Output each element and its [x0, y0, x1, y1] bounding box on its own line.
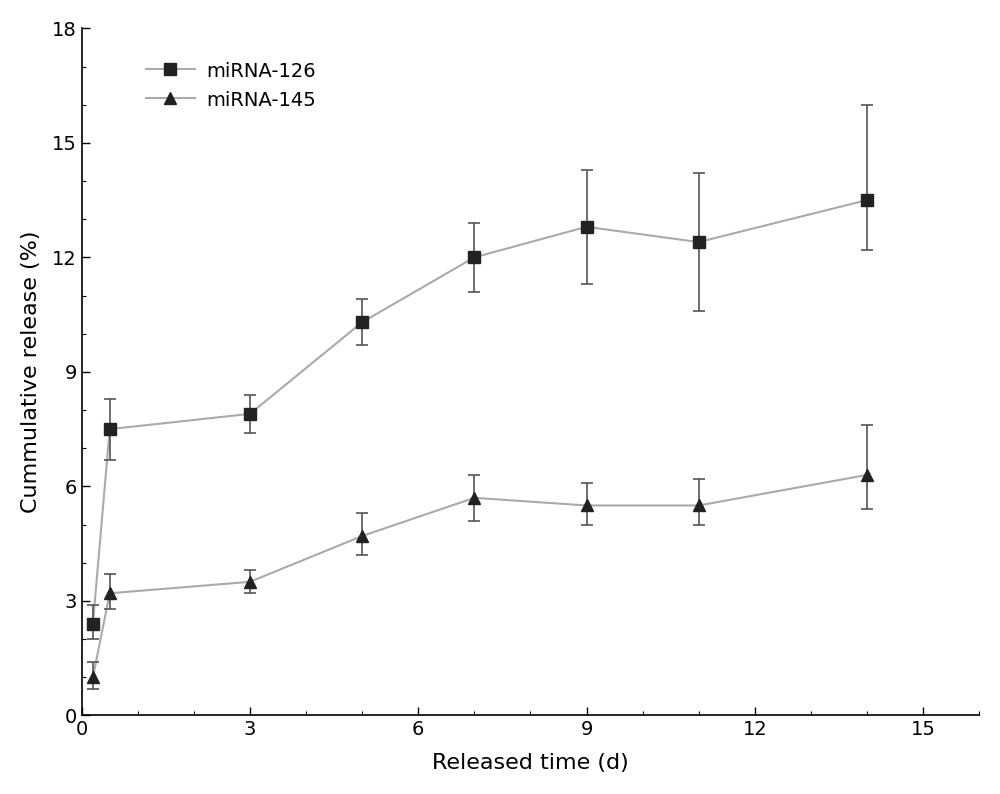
miRNA-126: [356, 318, 368, 327]
miRNA-145: [468, 493, 480, 503]
Legend: miRNA-126, miRNA-145: miRNA-126, miRNA-145: [136, 52, 326, 120]
Line: miRNA-145: miRNA-145: [87, 468, 873, 684]
miRNA-126: [87, 619, 99, 629]
miRNA-145: [861, 470, 873, 480]
miRNA-145: [693, 501, 705, 511]
Line: miRNA-126: miRNA-126: [87, 194, 873, 630]
miRNA-145: [87, 673, 99, 682]
miRNA-145: [356, 531, 368, 541]
miRNA-145: [104, 588, 116, 598]
miRNA-126: [581, 222, 593, 232]
miRNA-145: [244, 577, 256, 587]
X-axis label: Released time (d): Released time (d): [432, 754, 629, 773]
miRNA-126: [104, 424, 116, 434]
miRNA-126: [244, 409, 256, 418]
miRNA-126: [468, 252, 480, 262]
miRNA-126: [861, 195, 873, 205]
Y-axis label: Cummulative release (%): Cummulative release (%): [21, 230, 41, 513]
miRNA-126: [693, 237, 705, 247]
miRNA-145: [581, 501, 593, 511]
